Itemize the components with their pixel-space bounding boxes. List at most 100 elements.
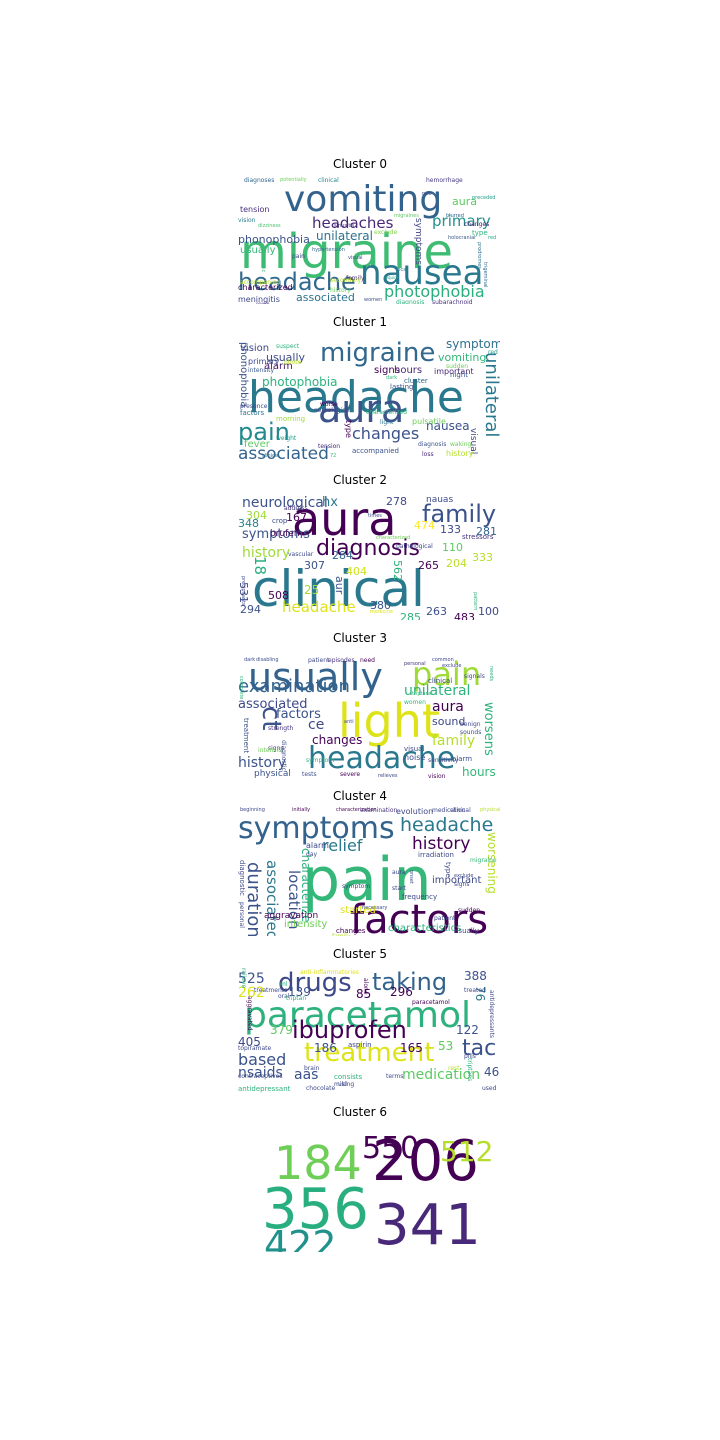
word-cloud-word: hemorrhage [426, 177, 463, 184]
word-cloud-word: 85 [356, 987, 372, 1001]
word-cloud-word: presence [240, 403, 268, 410]
word-cloud-word: 186 [314, 1041, 337, 1055]
word-cloud-word: accompanied [240, 279, 281, 286]
word-cloud-word: prodromes [476, 242, 482, 269]
word-cloud-word: tests [302, 771, 317, 778]
word-cloud-word: paracetamol [244, 995, 471, 1036]
cluster-title: Cluster 3 [332, 631, 388, 645]
word-cloud-word: sounds [460, 729, 482, 736]
word-cloud-word: potentially [280, 177, 307, 183]
word-cloud-word: nausea [360, 253, 484, 293]
word-cloud-word: sinusitis [334, 223, 355, 229]
word-cloud-word: headache [238, 268, 356, 296]
word-cloud-word: 483 [454, 611, 475, 620]
word-cloud-word: characteristics [388, 923, 462, 934]
word-cloud-word: morning [276, 415, 306, 423]
word-cloud-word: red [488, 349, 498, 356]
word-cloud-word: frequency [402, 893, 438, 901]
word-cloud-word: oral [278, 993, 290, 1000]
word-cloud-word: 512 [440, 1135, 494, 1168]
word-cloud-word: location [285, 870, 303, 930]
word-cloud-word: signs [374, 365, 400, 376]
word-cloud-word: 278 [386, 495, 407, 508]
word-cloud-panel: pain factors symptoms headache history relief… [236, 804, 500, 936]
word-cloud-word: disabling [256, 657, 279, 663]
word-cloud-word: diagnosis [316, 536, 420, 561]
word-cloud-word: diagnostic [238, 860, 246, 897]
word-cloud-word: treated [464, 987, 486, 994]
word-cloud-word: drugs [278, 968, 352, 998]
word-cloud-word: alarm [306, 841, 329, 850]
cluster-title: Cluster 6 [332, 1105, 388, 1119]
cluster-title: Cluster 2 [332, 473, 388, 487]
word-cloud-word: vision [238, 217, 256, 224]
word-cloud-word: intensity [248, 367, 275, 374]
word-cloud-word: symptoms [446, 337, 500, 351]
word-cloud-word: 405 [238, 1035, 261, 1049]
word-cloud-word: mild [334, 1081, 347, 1088]
word-cloud-word: triptans [412, 691, 432, 697]
word-cloud-word: pain [238, 418, 290, 446]
word-cloud-word: ct [256, 706, 286, 731]
word-cloud-word: treatments [254, 987, 288, 994]
word-cloud-panel: usually light pain headache examination ct uni… [236, 646, 500, 778]
word-cloud-word: using [338, 1081, 355, 1088]
word-cloud-word: associated [296, 291, 355, 304]
word-cloud-word: brain [304, 1065, 320, 1072]
word-cloud-word: family [432, 733, 476, 749]
word-cloud-word: patient [308, 657, 330, 664]
word-cloud-word: patient [434, 915, 456, 922]
word-cloud-word: family [332, 934, 351, 937]
word-cloud-word: ce [308, 717, 325, 733]
word-cloud-word: diagnosis [396, 299, 425, 305]
word-cloud-word: 18 [251, 556, 269, 576]
word-cloud-word: rest [448, 1065, 460, 1072]
word-cloud-word: pain [292, 253, 305, 260]
word-cloud-word: visual [468, 428, 478, 455]
word-cloud-word: needs [488, 666, 494, 682]
cluster-title: Cluster 1 [332, 315, 388, 329]
word-cloud-word: severe [340, 771, 361, 778]
word-cloud-word: photophobia [262, 375, 338, 389]
word-cloud-word: 531 [237, 582, 250, 603]
word-cloud-word: address [284, 505, 308, 512]
word-cloud-word: sudden [458, 907, 481, 914]
word-cloud-word: symptom [306, 757, 335, 764]
word-cloud-word: require [384, 275, 399, 280]
word-cloud-word: 263 [426, 605, 447, 618]
word-cloud-word: 206 [372, 1129, 479, 1194]
word-cloud-word: usually [266, 351, 306, 364]
word-cloud-word: hours [394, 365, 423, 376]
word-cloud-word: meningitis [238, 295, 280, 304]
word-cloud-word: usually [240, 245, 276, 256]
cluster-title: Cluster 4 [332, 789, 388, 803]
word-cloud-panel: clinical aura diagnosis family neurological h… [236, 488, 500, 620]
word-cloud-word: symptom [342, 883, 371, 890]
word-cloud-word: clinical [318, 177, 339, 184]
word-cloud-word: local [396, 267, 408, 273]
word-cloud-word: headache [282, 598, 356, 616]
word-cloud-word: 404 [346, 565, 367, 578]
word-cloud-word: history [446, 449, 474, 458]
word-cloud-word: benign [460, 721, 481, 728]
word-cloud-word: factors [276, 707, 321, 722]
word-cloud-word: characterize [299, 848, 313, 923]
word-cloud-word: noise [404, 753, 426, 762]
word-cloud-word: pattern [472, 592, 478, 611]
word-cloud-word: 294 [240, 603, 261, 616]
word-cloud-word: pills [464, 1053, 476, 1060]
word-cloud-word: hours [462, 765, 496, 778]
word-cloud-word: 348 [238, 517, 259, 530]
word-cloud-word: history [330, 287, 351, 294]
word-cloud-word: relief [322, 836, 363, 855]
word-cloud-word: times [368, 513, 382, 519]
word-cloud-word: aura [452, 195, 477, 208]
word-cloud-word: tac [462, 1036, 497, 1061]
word-cloud-word: medicine [370, 609, 393, 615]
word-cloud-word: irradiation [418, 851, 454, 859]
word-cloud-word: preceded [472, 195, 496, 201]
word-cloud-word: medication [432, 807, 466, 814]
word-cloud-word: treatment [304, 1038, 435, 1068]
word-cloud-word: signs [454, 881, 470, 888]
word-cloud-word: day [306, 851, 318, 858]
